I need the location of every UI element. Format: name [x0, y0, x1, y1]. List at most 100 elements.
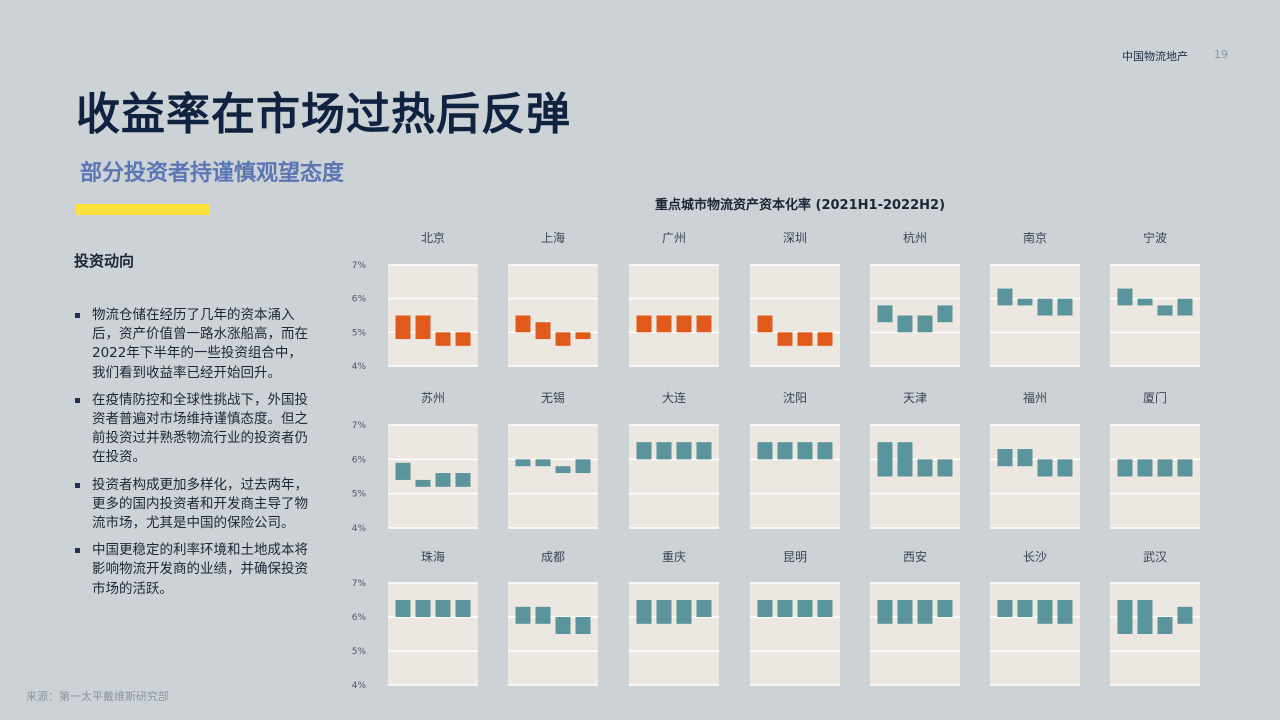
cap-rate-bar	[917, 315, 933, 333]
cap-rate-bar	[636, 600, 652, 624]
page-subtitle: 部分投资者持谨慎观望态度	[80, 161, 345, 186]
cap-rate-bar	[1177, 298, 1193, 316]
cap-rate-bar	[455, 600, 471, 617]
cap-rate-bar	[535, 606, 551, 624]
cap-rate-bar	[1157, 305, 1173, 316]
city-label: 厦门	[1143, 390, 1167, 405]
cap-rate-bar	[575, 332, 591, 340]
cap-rate-bar	[1157, 617, 1173, 634]
y-tick-label: 5%	[352, 647, 367, 657]
cap-rate-bar	[777, 600, 793, 617]
cap-rate-bar	[535, 459, 551, 467]
city-label: 北京	[421, 231, 445, 245]
panel-background	[870, 583, 960, 685]
cap-rate-bar	[1177, 606, 1193, 624]
cap-rate-bar	[676, 442, 692, 460]
cap-rate-bar	[897, 600, 913, 624]
city-label: 昆明	[783, 550, 807, 564]
chart-title: 重点城市物流资产资本化率 (2021H1-2022H2)	[655, 198, 946, 213]
cap-rate-bar	[415, 315, 431, 340]
cap-rate-bar	[1037, 459, 1053, 477]
cap-rate-bar	[1137, 459, 1153, 477]
page-title: 收益率在市场过热后反弹	[76, 89, 571, 140]
y-tick-label: 7%	[352, 421, 367, 431]
cap-rate-bar	[757, 315, 773, 333]
y-tick-label: 4%	[352, 681, 367, 691]
cap-rate-bar	[817, 332, 833, 346]
panel-background	[990, 583, 1080, 685]
cap-rate-bar	[1137, 600, 1153, 634]
cap-rate-bar	[1137, 298, 1153, 306]
cap-rate-bar	[435, 332, 451, 346]
y-tick-label: 4%	[352, 362, 367, 372]
cap-rate-bar	[797, 442, 813, 460]
cap-rate-bar	[817, 600, 833, 617]
cap-rate-bar	[555, 332, 571, 346]
cap-rate-bar	[575, 617, 591, 634]
cap-rate-bar	[1117, 600, 1133, 634]
panel-background	[629, 583, 719, 685]
cap-rate-bar	[435, 473, 451, 487]
cap-rate-bar	[1157, 459, 1173, 477]
cap-rate-bar	[897, 442, 913, 477]
panel-background	[508, 425, 598, 528]
cap-rate-bar	[636, 442, 652, 460]
y-tick-label: 6%	[352, 455, 367, 465]
city-label: 无锡	[541, 390, 565, 405]
cap-rate-bar	[1017, 298, 1033, 306]
cap-rate-bar	[455, 473, 471, 487]
panel-background	[388, 583, 478, 685]
cap-rate-bar	[676, 315, 692, 333]
cap-rate-bar	[997, 288, 1013, 306]
bullet-item: 物流仓储在经历了几年的资本涌入后，资产价值曾一路水涨船高，而在2022年下半年的…	[72, 306, 308, 383]
city-label: 长沙	[1023, 550, 1047, 564]
cap-rate-bar	[937, 600, 953, 617]
cap-rate-bar	[515, 315, 531, 333]
city-label: 宁波	[1143, 230, 1167, 245]
cap-rate-bar	[1057, 298, 1073, 316]
city-label: 广州	[662, 231, 686, 245]
cap-rate-bar	[696, 442, 712, 460]
cap-rate-bar	[435, 600, 451, 617]
cap-rate-bar	[555, 617, 571, 634]
y-tick-label: 5%	[352, 490, 367, 500]
y-tick-label: 6%	[352, 295, 367, 305]
cap-rate-bar	[455, 332, 471, 346]
city-label: 成都	[541, 550, 565, 564]
cap-rate-bar	[997, 449, 1013, 467]
cap-rate-bar	[817, 442, 833, 460]
cap-rate-bar	[1037, 600, 1053, 624]
cap-rate-bar	[797, 600, 813, 617]
city-label: 沈阳	[783, 390, 807, 405]
bullet-list: 物流仓储在经历了几年的资本涌入后，资产价值曾一路水涨船高，而在2022年下半年的…	[72, 306, 308, 607]
city-label: 大连	[662, 390, 686, 405]
bullet-item: 在疫情防控和全球性挑战下，外国投资者普遍对市场维持谨慎态度。但之前投资过并熟悉物…	[72, 391, 308, 468]
cap-rate-bar	[676, 600, 692, 624]
header-brand: 中国物流地产	[1122, 50, 1188, 63]
cap-rate-bar	[1117, 459, 1133, 477]
cap-rate-bar	[1177, 459, 1193, 477]
cap-rate-bar	[696, 315, 712, 333]
cap-rate-bar	[515, 459, 531, 467]
cap-rate-bar	[636, 315, 652, 333]
city-label: 武汉	[1143, 550, 1167, 564]
cap-rate-bar	[1037, 298, 1053, 316]
cap-rate-bar	[656, 442, 672, 460]
cap-rate-bar	[797, 332, 813, 346]
cap-rate-bar	[757, 442, 773, 460]
cap-rate-bar	[917, 600, 933, 624]
cap-rate-bar	[877, 442, 893, 477]
cap-rate-bar	[515, 606, 531, 624]
cap-rate-bar	[937, 459, 953, 477]
city-label: 重庆	[662, 550, 686, 564]
y-tick-label: 5%	[352, 328, 367, 338]
y-tick-label: 4%	[352, 524, 367, 534]
accent-bar	[76, 204, 210, 215]
panel-background	[750, 583, 840, 685]
city-label: 珠海	[421, 549, 445, 564]
city-label: 天津	[903, 391, 927, 405]
cap-rate-bar	[575, 459, 591, 474]
cap-rate-bar	[656, 600, 672, 624]
cap-rate-bar	[757, 600, 773, 617]
